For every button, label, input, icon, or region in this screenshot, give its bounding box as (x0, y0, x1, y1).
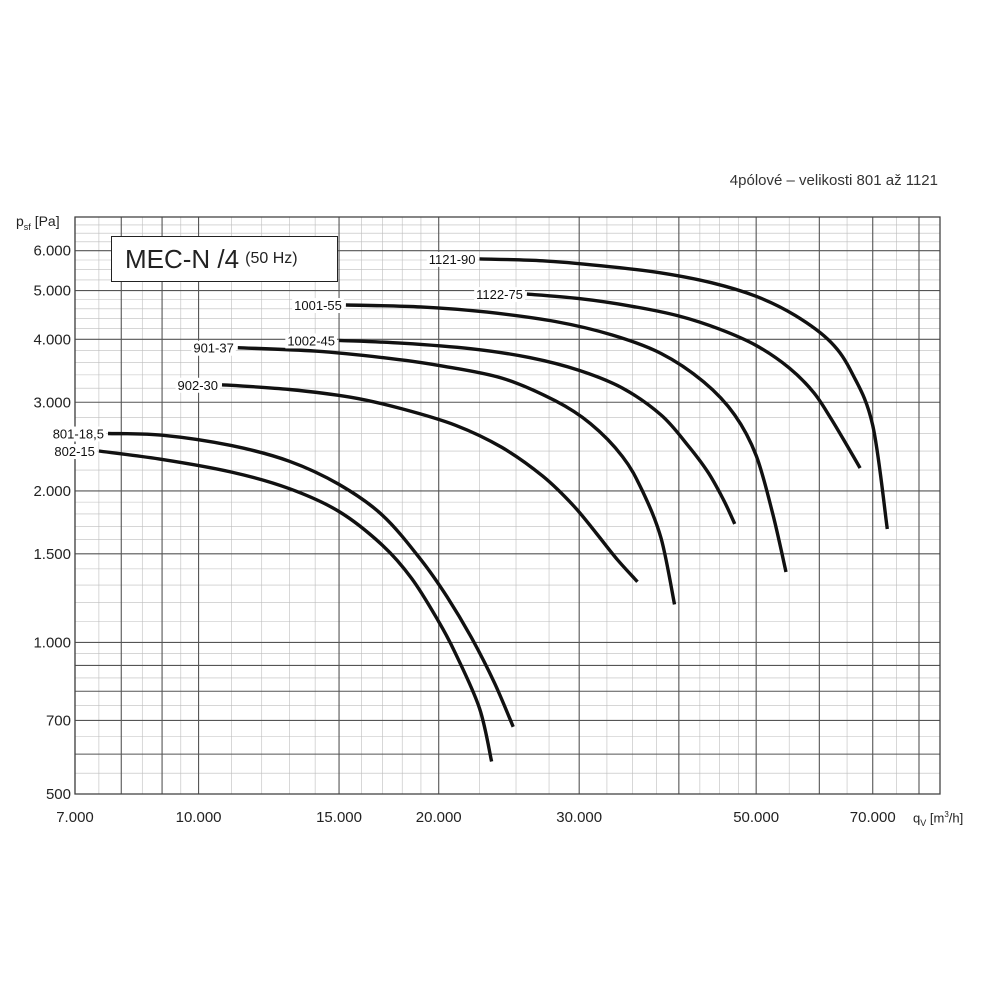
y-tick-label: 700 (46, 712, 71, 729)
y-axis-label: psf [Pa] (16, 213, 60, 232)
chart-title-box: MEC-N /4 (50 Hz) (111, 236, 338, 282)
curve-label-background (175, 377, 221, 393)
chart-title: MEC-N /4 (125, 243, 240, 274)
curve-label: 1002-45 (287, 333, 335, 348)
y-tick-label: 5.000 (33, 283, 71, 300)
x-axis-label-unit-pre: [m (926, 810, 945, 826)
y-tick-labels: 500 700 1.000 1.500 2.000 3.000 4.000 5.000 6.00… (33, 243, 71, 803)
x-axis-label-unit-sup: 3 (944, 810, 949, 819)
curve-label: 1121-90 (429, 252, 476, 267)
plot-background (75, 217, 940, 794)
y-tick-label: 6.000 (33, 243, 71, 260)
x-tick-labels: 7.000 10.000 15.000 20.000 30.000 50.000 70.00… (56, 809, 895, 826)
curve-labels-group: 801-18,5 802-15 902-30 901-37 1002-45 1001-55… (50, 251, 525, 460)
y-tick-label: 1.000 (33, 634, 71, 651)
x-tick-label: 15.000 (316, 809, 362, 826)
curve-label: 802-15 (54, 444, 94, 459)
y-axis-label-symbol: p (16, 213, 24, 229)
y-tick-label: 4.000 (33, 331, 71, 348)
x-axis-label-unit-post: /h] (948, 810, 964, 826)
curve-1122-75 (526, 292, 862, 469)
x-axis-label-sub: V (920, 817, 927, 828)
minor-grid (75, 216, 941, 794)
chart-subtitle: 4pólové – velikosti 801 až 1121 (729, 172, 938, 189)
curve-label: 1122-75 (476, 287, 523, 302)
curve-label-background (52, 444, 97, 460)
y-tick-label: 1.500 (33, 546, 71, 563)
y-axis-label-unit: [Pa] (30, 213, 60, 229)
curve-901-37 (237, 346, 677, 605)
x-tick-label: 30.000 (556, 809, 602, 826)
curve-label-background (191, 340, 236, 356)
curve-label: 1001-55 (294, 298, 342, 313)
chart-title-frequency: (50 Hz) (245, 250, 298, 267)
curve-1121-90 (479, 257, 889, 530)
y-axis-label-sub: sf (23, 221, 31, 232)
curve-label-background (426, 251, 478, 267)
curve-label-background (50, 426, 107, 442)
x-tick-label: 50.000 (733, 809, 779, 826)
curve-801-18-5 (107, 431, 515, 728)
y-tick-label: 500 (46, 786, 71, 803)
curve-1002-45 (338, 338, 737, 525)
curve-label-background (285, 333, 338, 349)
x-tick-label: 20.000 (416, 809, 462, 826)
x-tick-label: 70.000 (850, 809, 896, 826)
curve-label: 902-30 (178, 378, 218, 393)
x-axis-label: qV [m3/h] (913, 810, 963, 828)
y-tick-label: 2.000 (33, 483, 71, 500)
curve-label-background (292, 298, 344, 314)
x-tick-label: 7.000 (56, 809, 94, 826)
curves-group (98, 257, 889, 762)
curve-1001-55 (345, 303, 788, 573)
curve-label-background (474, 287, 525, 303)
x-tick-label: 10.000 (176, 809, 222, 826)
curve-label: 901-37 (193, 341, 233, 356)
curve-802-15 (98, 449, 494, 762)
y-tick-label: 3.000 (33, 394, 71, 411)
x-axis-label-symbol: q (913, 810, 921, 826)
curve-label: 801-18,5 (53, 427, 104, 442)
plot-frame (74, 216, 941, 795)
curve-902-30 (221, 383, 639, 583)
